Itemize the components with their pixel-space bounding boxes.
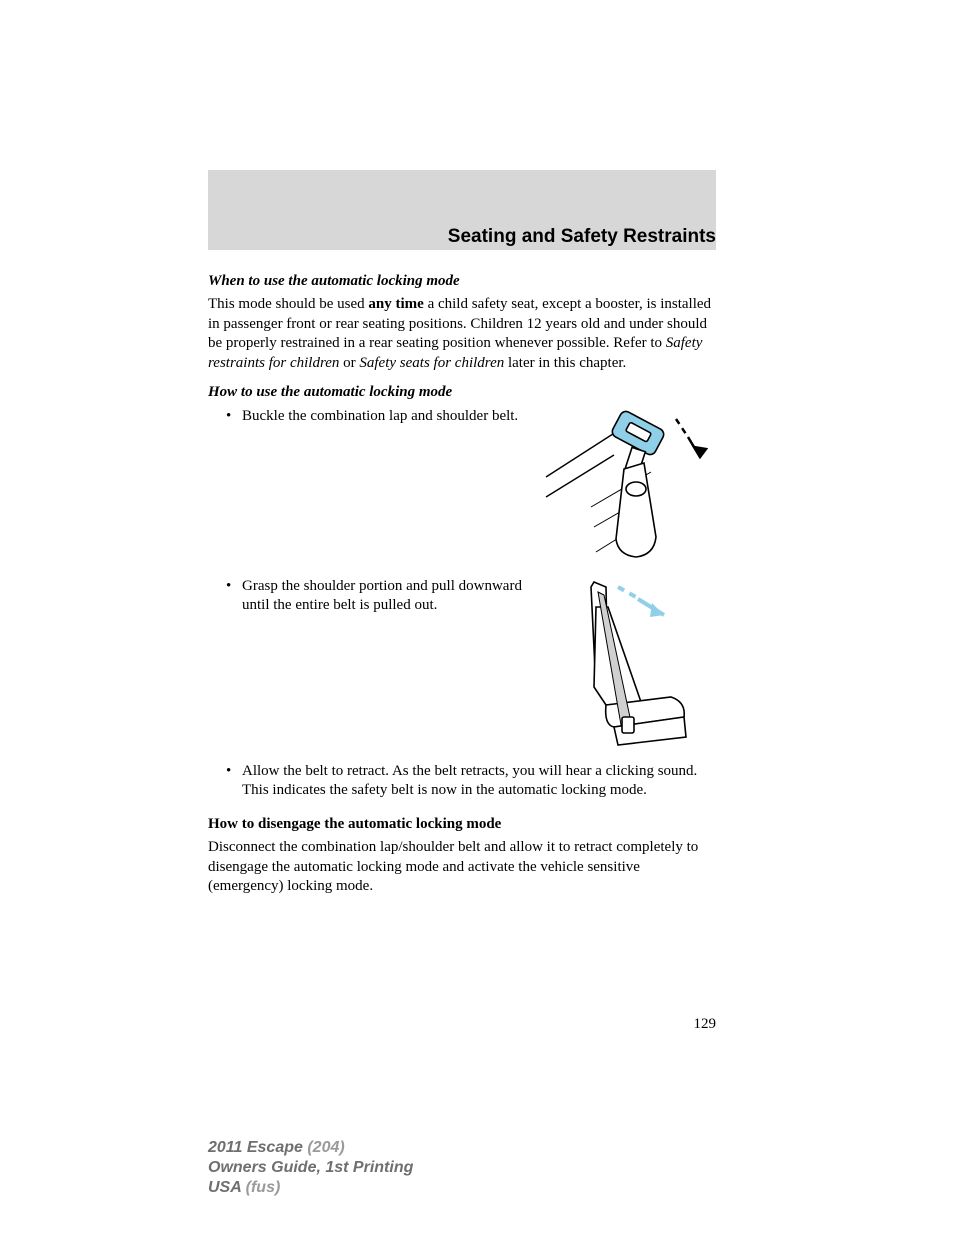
- footer-region: USA: [208, 1179, 246, 1196]
- text-italic: Safety seats for children: [359, 355, 504, 371]
- page-footer: 2011 Escape (204) Owners Guide, 1st Prin…: [208, 1138, 413, 1198]
- page-number: 129: [694, 1015, 717, 1035]
- seat-pull-belt-icon: [536, 577, 716, 752]
- step1-text: Buckle the combination lap and shoulder …: [242, 407, 524, 427]
- section1-paragraph: This mode should be used any time a chil…: [208, 295, 716, 373]
- chapter-title: Seating and Safety Restraints: [208, 225, 716, 250]
- text: or: [339, 355, 359, 371]
- page-content: Seating and Safety Restraints When to us…: [208, 225, 716, 901]
- footer-region-code: (fus): [246, 1179, 281, 1196]
- step2-row: Grasp the shoulder portion and pull down…: [208, 577, 716, 752]
- step2-text-col: Grasp the shoulder portion and pull down…: [208, 577, 524, 620]
- seatbelt-buckle-icon: [536, 407, 716, 567]
- step1-illustration: [536, 407, 716, 567]
- footer-code: (204): [307, 1139, 344, 1156]
- step2-text: Grasp the shoulder portion and pull down…: [242, 577, 524, 616]
- footer-line2: Owners Guide, 1st Printing: [208, 1158, 413, 1178]
- step3-list: Allow the belt to retract. As the belt r…: [208, 762, 716, 801]
- step1-row: Buckle the combination lap and shoulder …: [208, 407, 716, 567]
- step3-text: Allow the belt to retract. As the belt r…: [242, 762, 716, 801]
- text: This mode should be used: [208, 296, 368, 312]
- section3-heading: How to disengage the automatic locking m…: [208, 815, 716, 835]
- section2-heading: How to use the automatic locking mode: [208, 383, 716, 403]
- footer-model: 2011 Escape: [208, 1139, 307, 1156]
- step2-illustration: [536, 577, 716, 752]
- footer-line3: USA (fus): [208, 1178, 413, 1198]
- text: later in this chapter.: [504, 355, 626, 371]
- footer-line1: 2011 Escape (204): [208, 1138, 413, 1158]
- text-bold: any time: [368, 296, 423, 312]
- section3-paragraph: Disconnect the combination lap/shoulder …: [208, 838, 716, 897]
- section1-heading: When to use the automatic locking mode: [208, 272, 716, 292]
- step1-text-col: Buckle the combination lap and shoulder …: [208, 407, 524, 431]
